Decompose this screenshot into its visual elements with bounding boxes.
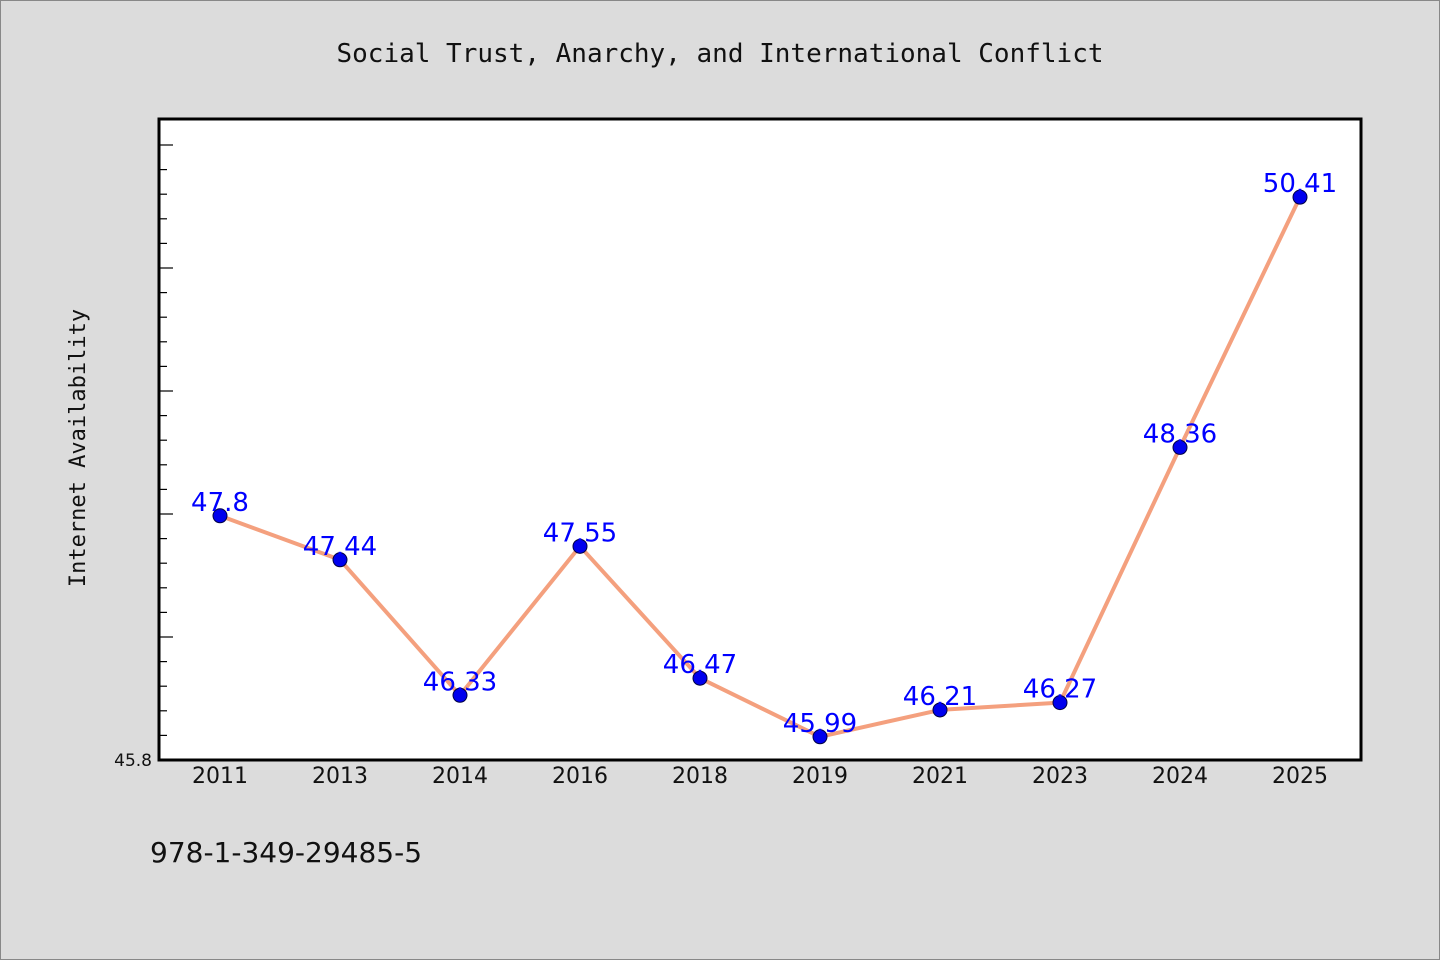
data-label: 46.47: [663, 650, 737, 680]
data-label: 45.99: [783, 709, 857, 739]
x-tick-label: 2023: [1032, 764, 1088, 789]
data-label: 48.36: [1143, 419, 1217, 449]
y-tick-label: 45.8: [114, 751, 152, 771]
data-point-marker: [1052, 695, 1068, 711]
chart-title: Social Trust, Anarchy, and International…: [336, 39, 1103, 69]
data-label: 46.33: [423, 667, 497, 697]
x-axis-tick-labels: 2011 2013 2014 2016 2018 2019 2021 2023 2024 2025: [192, 764, 1328, 789]
series-line: [218, 195, 1302, 739]
y-axis-label: Internet Availability: [66, 309, 91, 587]
plot-area: [159, 119, 1361, 760]
data-point-marker: [1292, 189, 1308, 205]
x-tick-label: 2021: [912, 764, 968, 789]
data-label: 46.21: [903, 682, 977, 712]
data-label: 47.44: [303, 532, 377, 562]
data-point-marker: [572, 538, 588, 554]
x-tick-label: 2019: [792, 764, 848, 789]
data-point-marker: [212, 508, 228, 524]
x-tick-label: 2024: [1152, 764, 1208, 789]
data-point-marker: [692, 670, 708, 686]
data-point-marker: [932, 702, 948, 718]
x-tick-label: 2013: [312, 764, 368, 789]
data-point-marker: [332, 552, 348, 568]
data-label: 47.55: [543, 518, 617, 548]
footer-isbn: 978-1-349-29485-5: [150, 836, 422, 869]
x-tick-label: 2011: [192, 764, 248, 789]
series-group: 47.8 47.44 46.33 47.55 46.47 45.99 46.21 46.27 4…: [191, 169, 1337, 745]
x-tick-label: 2014: [432, 764, 488, 789]
plot-frame: [157, 117, 1363, 762]
data-point-marker: [1172, 439, 1188, 455]
data-label: 46.27: [1023, 675, 1097, 705]
x-tick-label: 2025: [1272, 764, 1328, 789]
data-label: 47.8: [191, 488, 249, 518]
data-point-marker: [452, 687, 468, 703]
data-label: 50.41: [1263, 169, 1337, 199]
x-tick-label: 2016: [552, 764, 608, 789]
x-tick-label: 2018: [672, 764, 728, 789]
data-point-marker: [812, 729, 828, 745]
